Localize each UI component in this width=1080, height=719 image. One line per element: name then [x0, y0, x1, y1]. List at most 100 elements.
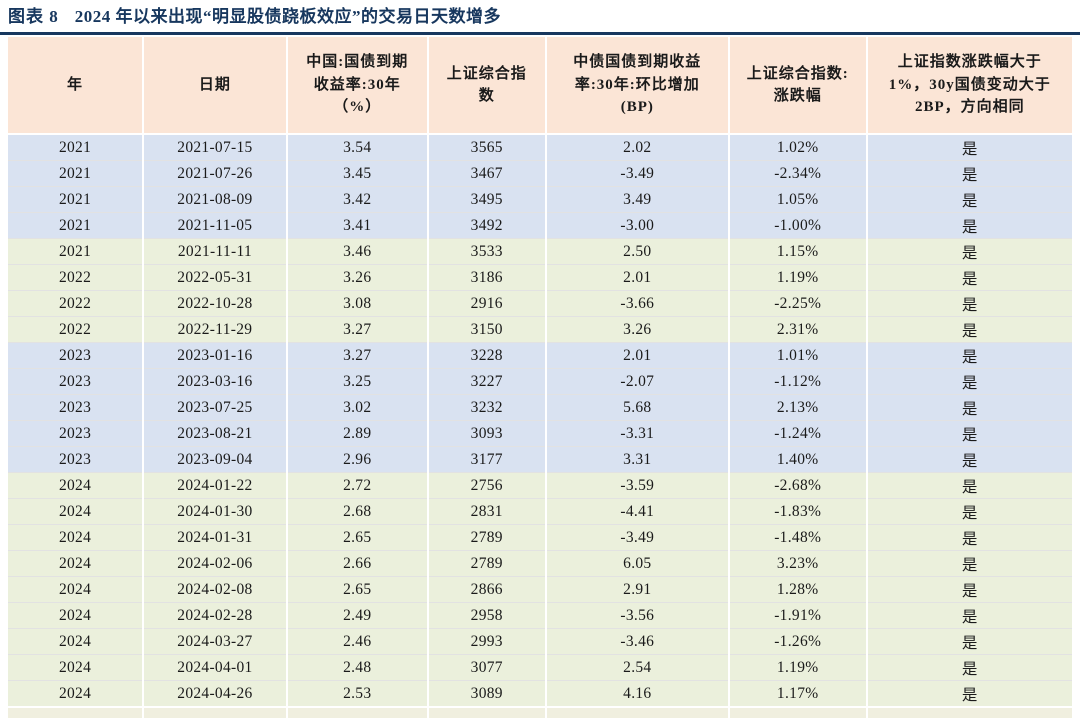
table-cell: 是	[866, 160, 1072, 187]
table-cell: 2024	[8, 680, 145, 708]
column-header-sse-change: 上证综合指数: 涨跌幅	[728, 37, 868, 135]
column-header-year: 年	[8, 37, 145, 135]
table-row: 2024 2024-04-26 2.53 3089 4.16 1.17% 是	[8, 680, 1072, 708]
table-cell: 2024	[8, 550, 145, 577]
table-cell: 2024-02-28	[143, 602, 288, 629]
table-cell: 3533	[427, 238, 547, 265]
table-cell: 3228	[427, 342, 547, 369]
column-header-yield-change: 中债国债到期收益 率:30年:环比增加 (BP)	[545, 37, 730, 135]
figure-title: 图表 8 2024 年以来出现“明显股债跷板效应”的交易日天数增多	[0, 0, 1080, 29]
table-cell: 2.50	[545, 238, 730, 265]
table-cell: 是	[866, 576, 1072, 603]
table-cell: 3177	[427, 446, 547, 473]
table-cell: 1.19%	[728, 264, 868, 291]
table-cell: 2.53	[286, 680, 429, 708]
table-cell: 2.48	[286, 654, 429, 681]
table-cell: 是	[866, 212, 1072, 239]
table-cell: 1.02%	[728, 134, 868, 161]
table-cell: 3093	[427, 420, 547, 447]
table-cell: 2024-01-22	[143, 472, 288, 499]
table-cell: -1.00%	[728, 212, 868, 239]
table-cell: 2021-07-26	[143, 160, 288, 187]
table-cell: 4.16	[545, 680, 730, 708]
table-row: 2021 2021-11-05 3.41 3492 -3.00 -1.00% 是	[8, 212, 1072, 239]
table-cell: 3227	[427, 368, 547, 395]
table-cell: -1.12%	[728, 368, 868, 395]
table-cell: 1.17%	[728, 680, 868, 708]
table-row: 2022 2022-11-29 3.27 3150 3.26 2.31% 是	[8, 316, 1072, 343]
figure-number-label: 图表 8	[8, 7, 59, 26]
table-cell: 1.01%	[728, 342, 868, 369]
table-cell: 2.72	[286, 472, 429, 499]
table-cell: 2.66	[286, 550, 429, 577]
table-row: 2023 2023-07-25 3.02 3232 5.68 2.13% 是	[8, 394, 1072, 421]
table-cell: 6.05	[545, 550, 730, 577]
table-cell: 2789	[427, 550, 547, 577]
table-row-partial	[8, 706, 1072, 718]
table-cell: 2021	[8, 160, 145, 187]
table-cell: 2756	[427, 472, 547, 499]
table-cell: 3467	[427, 160, 547, 187]
table-cell: -2.34%	[728, 160, 868, 187]
table-cell: 是	[866, 264, 1072, 291]
table-cell: 3492	[427, 212, 547, 239]
table-cell: -1.26%	[728, 628, 868, 655]
table-cell: 是	[866, 498, 1072, 525]
table-cell	[143, 706, 288, 718]
table-cell: 2023	[8, 394, 145, 421]
table-cell: 2789	[427, 524, 547, 551]
table-cell: 2024	[8, 628, 145, 655]
table-cell: 是	[866, 290, 1072, 317]
table-cell: 2022-11-29	[143, 316, 288, 343]
table-cell: 3.49	[545, 186, 730, 213]
table-cell: 2.46	[286, 628, 429, 655]
table-cell: 2023	[8, 342, 145, 369]
table-cell: 2023-08-21	[143, 420, 288, 447]
table-cell: 1.19%	[728, 654, 868, 681]
table-cell: 2024	[8, 524, 145, 551]
table-cell: 2023-09-04	[143, 446, 288, 473]
table-cell: 2021	[8, 186, 145, 213]
table-cell: 3.23%	[728, 550, 868, 577]
table-cell: -3.49	[545, 160, 730, 187]
table-cell: 3.08	[286, 290, 429, 317]
table-row: 2024 2024-01-22 2.72 2756 -3.59 -2.68% 是	[8, 472, 1072, 499]
table-cell: 2.13%	[728, 394, 868, 421]
table-body: 2021 2021-07-15 3.54 3565 2.02 1.02% 是 2021 2021…	[8, 134, 1072, 718]
table-cell: 3.46	[286, 238, 429, 265]
table-cell: 2.02	[545, 134, 730, 161]
table-cell: 3089	[427, 680, 547, 708]
column-header-bond-yield: 中国:国债到期 收益率:30年 （%）	[286, 37, 429, 135]
table-cell: 2022-10-28	[143, 290, 288, 317]
table-cell: 2021	[8, 238, 145, 265]
table-cell: 2.01	[545, 342, 730, 369]
table-cell: 2024-01-30	[143, 498, 288, 525]
table-cell: 2024	[8, 498, 145, 525]
column-header-condition: 上证指数涨跌幅大于 1%，30y国债变动大于 2BP，方向相同	[866, 37, 1072, 135]
table-cell: 1.05%	[728, 186, 868, 213]
table-cell: -3.59	[545, 472, 730, 499]
table-cell: 2024-02-06	[143, 550, 288, 577]
table-cell: 是	[866, 342, 1072, 369]
table-cell: 3.27	[286, 342, 429, 369]
table-cell: 2.68	[286, 498, 429, 525]
table-cell: 1.40%	[728, 446, 868, 473]
table-cell: 2022	[8, 290, 145, 317]
table-cell: 是	[866, 420, 1072, 447]
table-cell: 是	[866, 524, 1072, 551]
table-cell: 2023-03-16	[143, 368, 288, 395]
table-cell: -4.41	[545, 498, 730, 525]
table-cell: -2.07	[545, 368, 730, 395]
table-row: 2023 2023-03-16 3.25 3227 -2.07 -1.12% 是	[8, 368, 1072, 395]
table-cell	[728, 706, 868, 718]
table-cell: 是	[866, 472, 1072, 499]
table-cell: 2.65	[286, 576, 429, 603]
table-cell: 3565	[427, 134, 547, 161]
title-divider-rule	[0, 32, 1080, 35]
table-cell: -3.66	[545, 290, 730, 317]
table-row: 2021 2021-07-26 3.45 3467 -3.49 -2.34% 是	[8, 160, 1072, 187]
table-cell: 2023	[8, 446, 145, 473]
table-cell: 3.45	[286, 160, 429, 187]
table-cell: 2024-02-08	[143, 576, 288, 603]
